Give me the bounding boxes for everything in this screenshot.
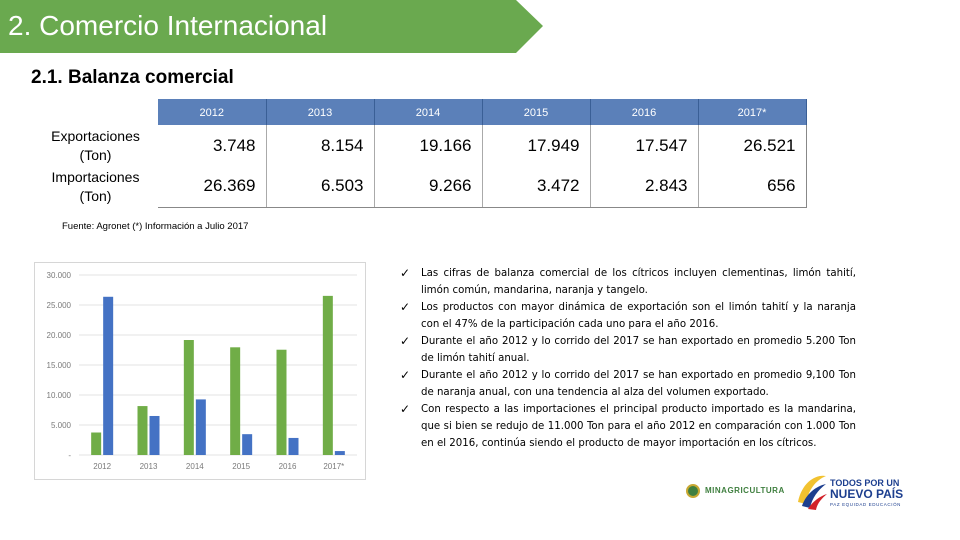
bullet-text: Durante el año 2012 y lo corrido del 201…	[421, 370, 856, 398]
checkmark-icon: ✓	[400, 300, 411, 314]
trade-balance-table: 2012 2013 2014 2015 2016 2017* Exportaci…	[33, 99, 807, 208]
table-cell: 26.369	[158, 166, 267, 208]
chart-bar	[183, 340, 194, 455]
y-tick-label: 5.000	[51, 421, 72, 430]
chart-bar	[334, 451, 345, 455]
x-tick-label: 2017*	[323, 462, 344, 471]
page-title: 2. Comercio Internacional	[8, 10, 328, 41]
x-tick-label: 2012	[93, 462, 111, 471]
table-cell: 3.748	[158, 125, 267, 166]
bullet-item: ✓ Con respecto a las importaciones el pri…	[400, 401, 856, 452]
table-header-year: 2017*	[698, 99, 807, 125]
ministry-logo-text: MINAGRICULTURA	[705, 486, 785, 495]
table-header-year: 2012	[158, 99, 267, 125]
checkmark-icon: ✓	[400, 402, 411, 416]
x-tick-label: 2014	[186, 462, 204, 471]
title-bar-shape	[0, 0, 543, 53]
chart-bar	[149, 415, 160, 455]
trade-chart-svg: 30.000 25.000 20.000 15.000 10.000 5.000 - 2012…	[47, 271, 357, 471]
chart-bar	[137, 406, 148, 455]
table-row-exports: Exportaciones (Ton) 3.748 8.154 19.166 1…	[33, 125, 807, 166]
country-logo: TODOS POR UN NUEVO PAÍS PAZ EQUIDAD EDUC…	[794, 472, 906, 510]
table-cell: 2.843	[590, 166, 699, 208]
y-tick-label: 25.000	[47, 301, 72, 310]
x-tick-label: 2015	[232, 462, 250, 471]
chart-bar	[230, 347, 241, 455]
table-header-year: 2015	[482, 99, 591, 125]
trade-chart: 30.000 25.000 20.000 15.000 10.000 5.000 - 2012…	[34, 262, 366, 480]
table-cell: 19.166	[374, 125, 483, 166]
y-tick-label: 15.000	[47, 361, 72, 370]
bullet-item: ✓ Las cifras de balanza comercial de los …	[400, 265, 856, 299]
bullet-text: Con respecto a las importaciones el prin…	[421, 404, 856, 449]
bullet-text: Durante el año 2012 y lo corrido del 201…	[421, 336, 856, 364]
row-label: Importaciones (Ton)	[51, 168, 140, 204]
table-header-year: 2013	[266, 99, 375, 125]
x-tick-label: 2016	[279, 462, 297, 471]
table-cell: 656	[698, 166, 807, 208]
section-title: 2.1. Balanza comercial	[31, 67, 234, 88]
source-note: Fuente: Agronet (*) Información a Julio …	[62, 221, 249, 232]
chart-bar	[242, 434, 253, 455]
checkmark-icon: ✓	[400, 266, 411, 280]
checkmark-icon: ✓	[400, 334, 411, 348]
bullet-text: Los productos con mayor dinámica de expo…	[421, 302, 856, 330]
chart-bar	[276, 349, 287, 455]
country-logo-line1: TODOS POR UN	[830, 478, 900, 488]
y-tick-label: 30.000	[47, 271, 72, 280]
ministry-emblem-icon	[686, 484, 700, 498]
table-row-imports: Importaciones (Ton) 26.369 6.503 9.266 3…	[33, 166, 807, 208]
country-swoosh-icon	[798, 475, 827, 510]
ministry-logo: MINAGRICULTURA	[686, 480, 786, 502]
table-cell: 6.503	[266, 166, 375, 208]
checkmark-icon: ✓	[400, 368, 411, 382]
chart-bar	[103, 296, 114, 455]
table-header-row: 2012 2013 2014 2015 2016 2017*	[33, 99, 807, 125]
y-tick-label: -	[68, 451, 71, 460]
bullet-text: Las cifras de balanza comercial de los c…	[421, 268, 856, 296]
bullet-list: ✓ Las cifras de balanza comercial de los …	[400, 265, 856, 452]
row-label: Exportaciones (Ton)	[51, 127, 140, 163]
chart-bar	[288, 437, 299, 455]
x-tick-label: 2013	[140, 462, 158, 471]
chart-bar	[91, 432, 102, 455]
bullet-item: ✓ Durante el año 2012 y lo corrido del 20…	[400, 333, 856, 367]
chart-bar	[322, 295, 333, 455]
table-cell: 26.521	[698, 125, 807, 166]
bullet-item: ✓ Durante el año 2012 y lo corrido del 20…	[400, 367, 856, 401]
table-cell: 8.154	[266, 125, 375, 166]
table-header-corner	[33, 99, 158, 125]
country-logo-line2: NUEVO PAÍS	[830, 487, 904, 501]
table-cell: 9.266	[374, 166, 483, 208]
y-tick-label: 20.000	[47, 331, 72, 340]
table-cell: 17.547	[590, 125, 699, 166]
table-header-year: 2016	[590, 99, 699, 125]
table-header-year: 2014	[374, 99, 483, 125]
country-logo-line3: PAZ EQUIDAD EDUCACIÓN	[830, 502, 902, 507]
chart-bar	[195, 399, 206, 455]
title-bar: 2. Comercio Internacional	[0, 0, 545, 53]
table-cell: 17.949	[482, 125, 591, 166]
y-tick-label: 10.000	[47, 391, 72, 400]
table-cell: 3.472	[482, 166, 591, 208]
bullet-item: ✓ Los productos con mayor dinámica de exp…	[400, 299, 856, 333]
